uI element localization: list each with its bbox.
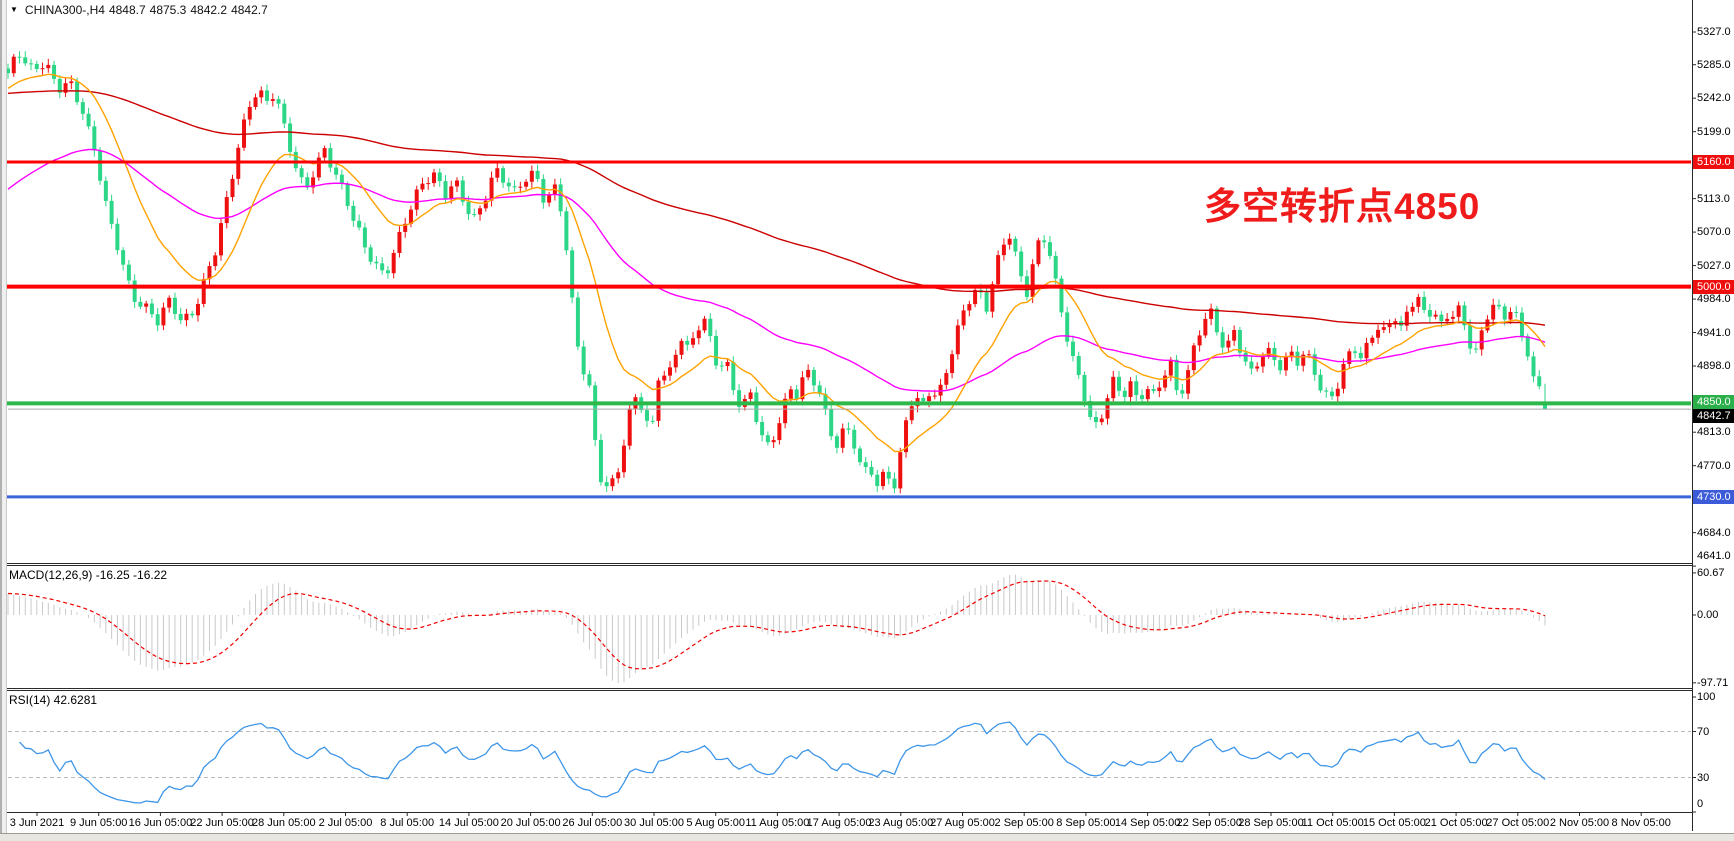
- price-tick-label: 4984.0: [1697, 293, 1731, 306]
- time-axis-label: 28 Jun 05:00: [251, 817, 316, 829]
- symbol-dropdown-icon[interactable]: ▼: [10, 5, 18, 14]
- price-tick-label: 4770.0: [1697, 459, 1731, 472]
- time-axis-label: 22 Sep 05:00: [1176, 817, 1243, 829]
- price-level-badge: 5160.0: [1693, 155, 1734, 170]
- rsi-axis-label: 70: [1697, 725, 1710, 738]
- time-axis-label: 2 Nov 05:00: [1549, 817, 1610, 829]
- time-axis-label: 2 Sep 05:00: [994, 817, 1054, 829]
- time-axis-label: 27 Oct 05:00: [1486, 817, 1550, 829]
- price-level-badge: 4730.0: [1693, 489, 1734, 504]
- rsi-axis-label: 0: [1697, 798, 1704, 810]
- time-axis-label: 3 Jun 2021: [9, 817, 65, 829]
- price-tick-label: 4941.0: [1697, 326, 1731, 339]
- time-axis-label: 20 Jul 05:00: [500, 817, 561, 829]
- time-axis-label: 14 Sep 05:00: [1114, 817, 1181, 829]
- time-axis-label: 8 Nov 05:00: [1611, 817, 1671, 829]
- macd-signal-line: [7, 580, 1546, 670]
- time-axis-label: 8 Jul 05:00: [380, 817, 435, 829]
- time-axis-label: 26 Jul 05:00: [562, 817, 623, 829]
- time-axis-label: 27 Aug 05:00: [930, 817, 995, 829]
- price-tick-label: 5327.0: [1697, 26, 1731, 38]
- time-axis-label: 21 Oct 05:00: [1424, 817, 1488, 829]
- time-axis-label: 9 Jun 05:00: [69, 817, 128, 829]
- time-axis-label: 2 Jul 05:00: [318, 817, 373, 829]
- macd-indicator-label: MACD(12,26,9) -16.25 -16.22: [9, 568, 168, 582]
- time-axis-label: 8 Sep 05:00: [1056, 817, 1116, 829]
- price-tick-label: 5070.0: [1697, 226, 1731, 239]
- price-tick-label: 4898.0: [1697, 360, 1731, 373]
- time-axis-label: 22 Jun 05:00: [190, 817, 254, 829]
- price-level-badge: 4850.0: [1693, 395, 1734, 410]
- rsi-line: [19, 721, 1546, 804]
- rsi-indicator-label: RSI(14) 42.6281: [9, 693, 98, 707]
- rsi-axis-label: 100: [1697, 691, 1716, 703]
- time-axis-label: 28 Sep 05:00: [1238, 817, 1304, 829]
- time-axis-label: 11 Oct 05:00: [1301, 817, 1364, 829]
- time-axis-label: 5 Aug 05:00: [686, 817, 746, 829]
- annotation-text-object[interactable]: 多空转折点4850: [1204, 186, 1481, 227]
- window-bottom-border: [0, 833, 1734, 841]
- macd-axis-label: -97.71: [1697, 676, 1729, 689]
- window-left-border: [0, 0, 7, 841]
- time-axis-label: 17 Aug 05:00: [806, 817, 872, 829]
- macd-axis-label: 60.67: [1697, 566, 1725, 579]
- time-axis-label: 14 Jul 05:00: [438, 817, 499, 829]
- price-tick-label: 5199.0: [1697, 125, 1731, 138]
- price-tick-label: 4684.0: [1697, 526, 1731, 539]
- ohlc-low: 4842.2: [190, 3, 228, 17]
- time-axis-label: 16 Jun 05:00: [128, 817, 193, 829]
- ma-slow-line: [7, 90, 1546, 326]
- symbol-period-label: CHINA300-,H4: [24, 3, 105, 17]
- time-axis-label: 23 Aug 05:00: [868, 817, 934, 829]
- ohlc-close: 4842.7: [231, 3, 268, 17]
- price-tick-label: 5242.0: [1697, 92, 1731, 105]
- price-tick-label: 4641.0: [1697, 550, 1731, 562]
- macd-axis-label: 0.00: [1697, 609, 1719, 621]
- price-tick-label: 5027.0: [1697, 259, 1731, 272]
- current-price-badge: 4842.7: [1693, 409, 1734, 423]
- ohlc-open: 4848.7: [108, 3, 146, 17]
- price-level-badge: 5000.0: [1693, 279, 1734, 294]
- chart-title: ▼ CHINA300-,H4 4848.7 4875.3 4842.2 4842.7: [10, 3, 272, 17]
- time-axis-label: 30 Jul 05:00: [624, 817, 684, 829]
- time-axis-label: 11 Aug 05:00: [745, 817, 810, 829]
- time-axis-label: 15 Oct 05:00: [1362, 817, 1426, 829]
- price-tick-label: 5113.0: [1697, 192, 1730, 205]
- ma-fast-line: [7, 73, 1546, 453]
- ohlc-high: 4875.3: [149, 3, 187, 17]
- price-tick-label: 5285.0: [1697, 58, 1731, 71]
- price-tick-label: 4813.0: [1697, 426, 1731, 439]
- rsi-axis-label: 30: [1697, 771, 1710, 784]
